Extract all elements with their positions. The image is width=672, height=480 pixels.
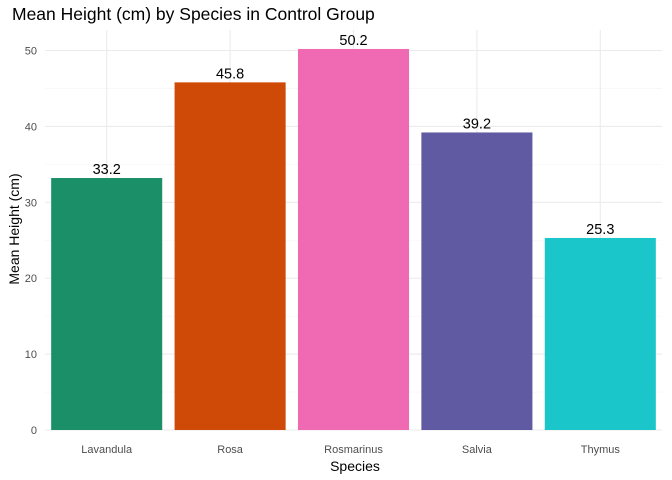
y-tick-label: 20: [25, 273, 37, 285]
bar-rosa: [174, 82, 286, 430]
data-label-salvia: 39.2: [463, 116, 491, 132]
data-label-rosmarinus: 50.2: [339, 33, 367, 49]
data-label-rosa: 45.8: [216, 66, 244, 82]
y-axis-title: Mean Height (cm): [6, 173, 22, 284]
x-axis-ticks: Lavandula Rosa Rosmarinus Salvia Thymus: [81, 444, 620, 456]
y-tick-label: 30: [25, 197, 37, 209]
y-tick-label: 40: [25, 121, 37, 133]
data-label-thymus: 25.3: [586, 222, 614, 238]
y-tick-label: 50: [25, 45, 37, 57]
bar-salvia: [421, 132, 533, 430]
y-tick-label: 10: [25, 349, 37, 361]
data-labels: 33.2 45.8 50.2 39.2 25.3: [93, 33, 615, 238]
bar-lavandula: [51, 178, 163, 430]
x-tick-label-rosa: Rosa: [217, 444, 244, 456]
bar-thymus: [544, 237, 656, 430]
x-tick-label-thymus: Thymus: [581, 444, 621, 456]
data-label-lavandula: 33.2: [93, 162, 121, 178]
chart-title: Mean Height (cm) by Species in Control G…: [12, 4, 375, 24]
y-axis-ticks: 0 10 20 30 40 50: [25, 45, 37, 437]
x-tick-label-salvia: Salvia: [462, 444, 493, 456]
x-tick-label-rosmarinus: Rosmarinus: [324, 444, 383, 456]
x-tick-label-lavandula: Lavandula: [81, 444, 133, 456]
bars: [51, 48, 656, 430]
x-axis-title: Species: [330, 458, 380, 474]
bar-rosmarinus: [297, 48, 410, 430]
y-tick-label: 0: [31, 425, 37, 437]
